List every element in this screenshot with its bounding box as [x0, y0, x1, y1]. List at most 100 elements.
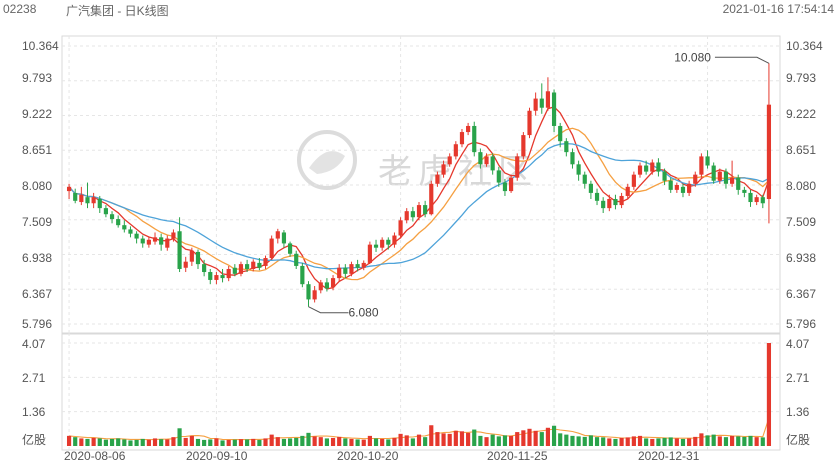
candle-body: [736, 177, 741, 190]
volume-bar: [515, 432, 520, 446]
candle-body: [263, 258, 268, 266]
candle-body: [324, 282, 330, 289]
candle-body: [699, 156, 704, 175]
candle-body: [97, 198, 102, 209]
volume-bar: [490, 434, 495, 446]
volume-bar: [287, 438, 293, 446]
price-tick-right: 10.364: [786, 39, 823, 53]
tiger-logo-watermark-icon: [297, 130, 357, 190]
candle-body: [601, 200, 606, 209]
date-tick: 2020-11-25: [487, 449, 548, 463]
volume-tick-right: 1.36: [786, 405, 810, 419]
stock-code: 02238: [3, 2, 37, 16]
volume-bar: [281, 438, 287, 446]
price-tick-right: 9.222: [786, 107, 817, 121]
candle-body: [159, 237, 164, 245]
candle-body: [558, 125, 563, 142]
volume-bar: [644, 438, 649, 446]
candle-body: [588, 183, 593, 193]
candle-body: [766, 104, 772, 199]
candle-body: [416, 205, 422, 218]
candle-body: [502, 182, 508, 192]
candle-body: [429, 183, 434, 215]
candle-body: [466, 125, 471, 133]
candle-body: [613, 198, 618, 206]
volume-bar: [152, 438, 158, 446]
candle-body: [404, 211, 409, 221]
volume-bar: [570, 435, 575, 446]
candle-body: [361, 262, 366, 268]
volume-bar: [238, 439, 244, 446]
volume-bar: [730, 435, 735, 446]
candle-body: [306, 284, 311, 300]
volume-bar: [232, 439, 237, 446]
candle-body: [103, 208, 108, 215]
volume-bar: [300, 435, 305, 446]
volume-bar: [447, 433, 452, 446]
volume-bar: [349, 438, 354, 446]
candle-body: [287, 243, 293, 254]
volume-bar: [742, 436, 747, 446]
timestamp: 2021-01-16 17:54:14: [722, 2, 834, 16]
volume-bar: [564, 434, 569, 446]
volume-bar: [103, 439, 108, 446]
candle-body: [398, 220, 403, 236]
price-tick-left: 8.651: [22, 143, 53, 157]
volume-bar: [607, 438, 612, 446]
volume-bar: [380, 438, 385, 446]
candle-body: [576, 164, 581, 175]
candle-body: [551, 92, 557, 126]
volume-bar: [171, 437, 176, 446]
candle-body: [232, 267, 237, 274]
candle-body: [533, 98, 538, 111]
candle-body: [711, 165, 716, 181]
candle-body: [73, 192, 78, 201]
candle-body: [717, 171, 722, 181]
volume-bar: [91, 437, 96, 446]
candle-body: [742, 189, 747, 193]
candle-body: [386, 239, 391, 245]
candle-body: [177, 231, 182, 269]
candle-body: [527, 110, 532, 136]
volume-bar: [146, 439, 151, 446]
volume-bar: [263, 438, 268, 446]
volume-bar: [140, 438, 145, 446]
candle-body: [607, 198, 612, 209]
candle-body: [318, 282, 323, 291]
volume-bar: [576, 436, 581, 446]
volume-bar: [318, 437, 323, 446]
volume-bar: [355, 439, 360, 446]
volume-bar: [502, 435, 508, 446]
candle-body: [570, 152, 575, 165]
candle-body: [631, 174, 636, 187]
volume-bar: [122, 439, 127, 446]
volume-bar: [650, 438, 655, 446]
volume-bar: [435, 432, 440, 446]
price-tick-left: 6.367: [22, 287, 53, 301]
volume-tick-right: 2.71: [786, 371, 810, 385]
volume-bar: [699, 433, 704, 446]
volume-bar: [533, 430, 538, 446]
volume-bar: [337, 436, 342, 446]
candle-body: [754, 197, 759, 203]
candle-body: [146, 239, 151, 245]
candle-body: [392, 235, 397, 245]
ma10-line: [68, 127, 770, 281]
date-tick: 2020-09-10: [186, 449, 248, 463]
candle-body: [281, 232, 287, 244]
candle-body: [656, 162, 661, 172]
candle-body: [723, 171, 729, 184]
candle-body: [152, 237, 158, 242]
price-tick-left: 9.222: [22, 107, 53, 121]
candle-body: [668, 180, 673, 190]
volume-bar: [79, 438, 84, 446]
volume-panel-frame: [61, 332, 781, 451]
candle-body: [380, 239, 385, 248]
volume-bar: [367, 435, 372, 446]
candle-body: [171, 232, 176, 239]
volume-bar: [324, 438, 330, 446]
volume-bar: [478, 435, 483, 446]
date-tick: 2020-08-06: [64, 449, 126, 463]
volume-bar: [613, 438, 618, 446]
